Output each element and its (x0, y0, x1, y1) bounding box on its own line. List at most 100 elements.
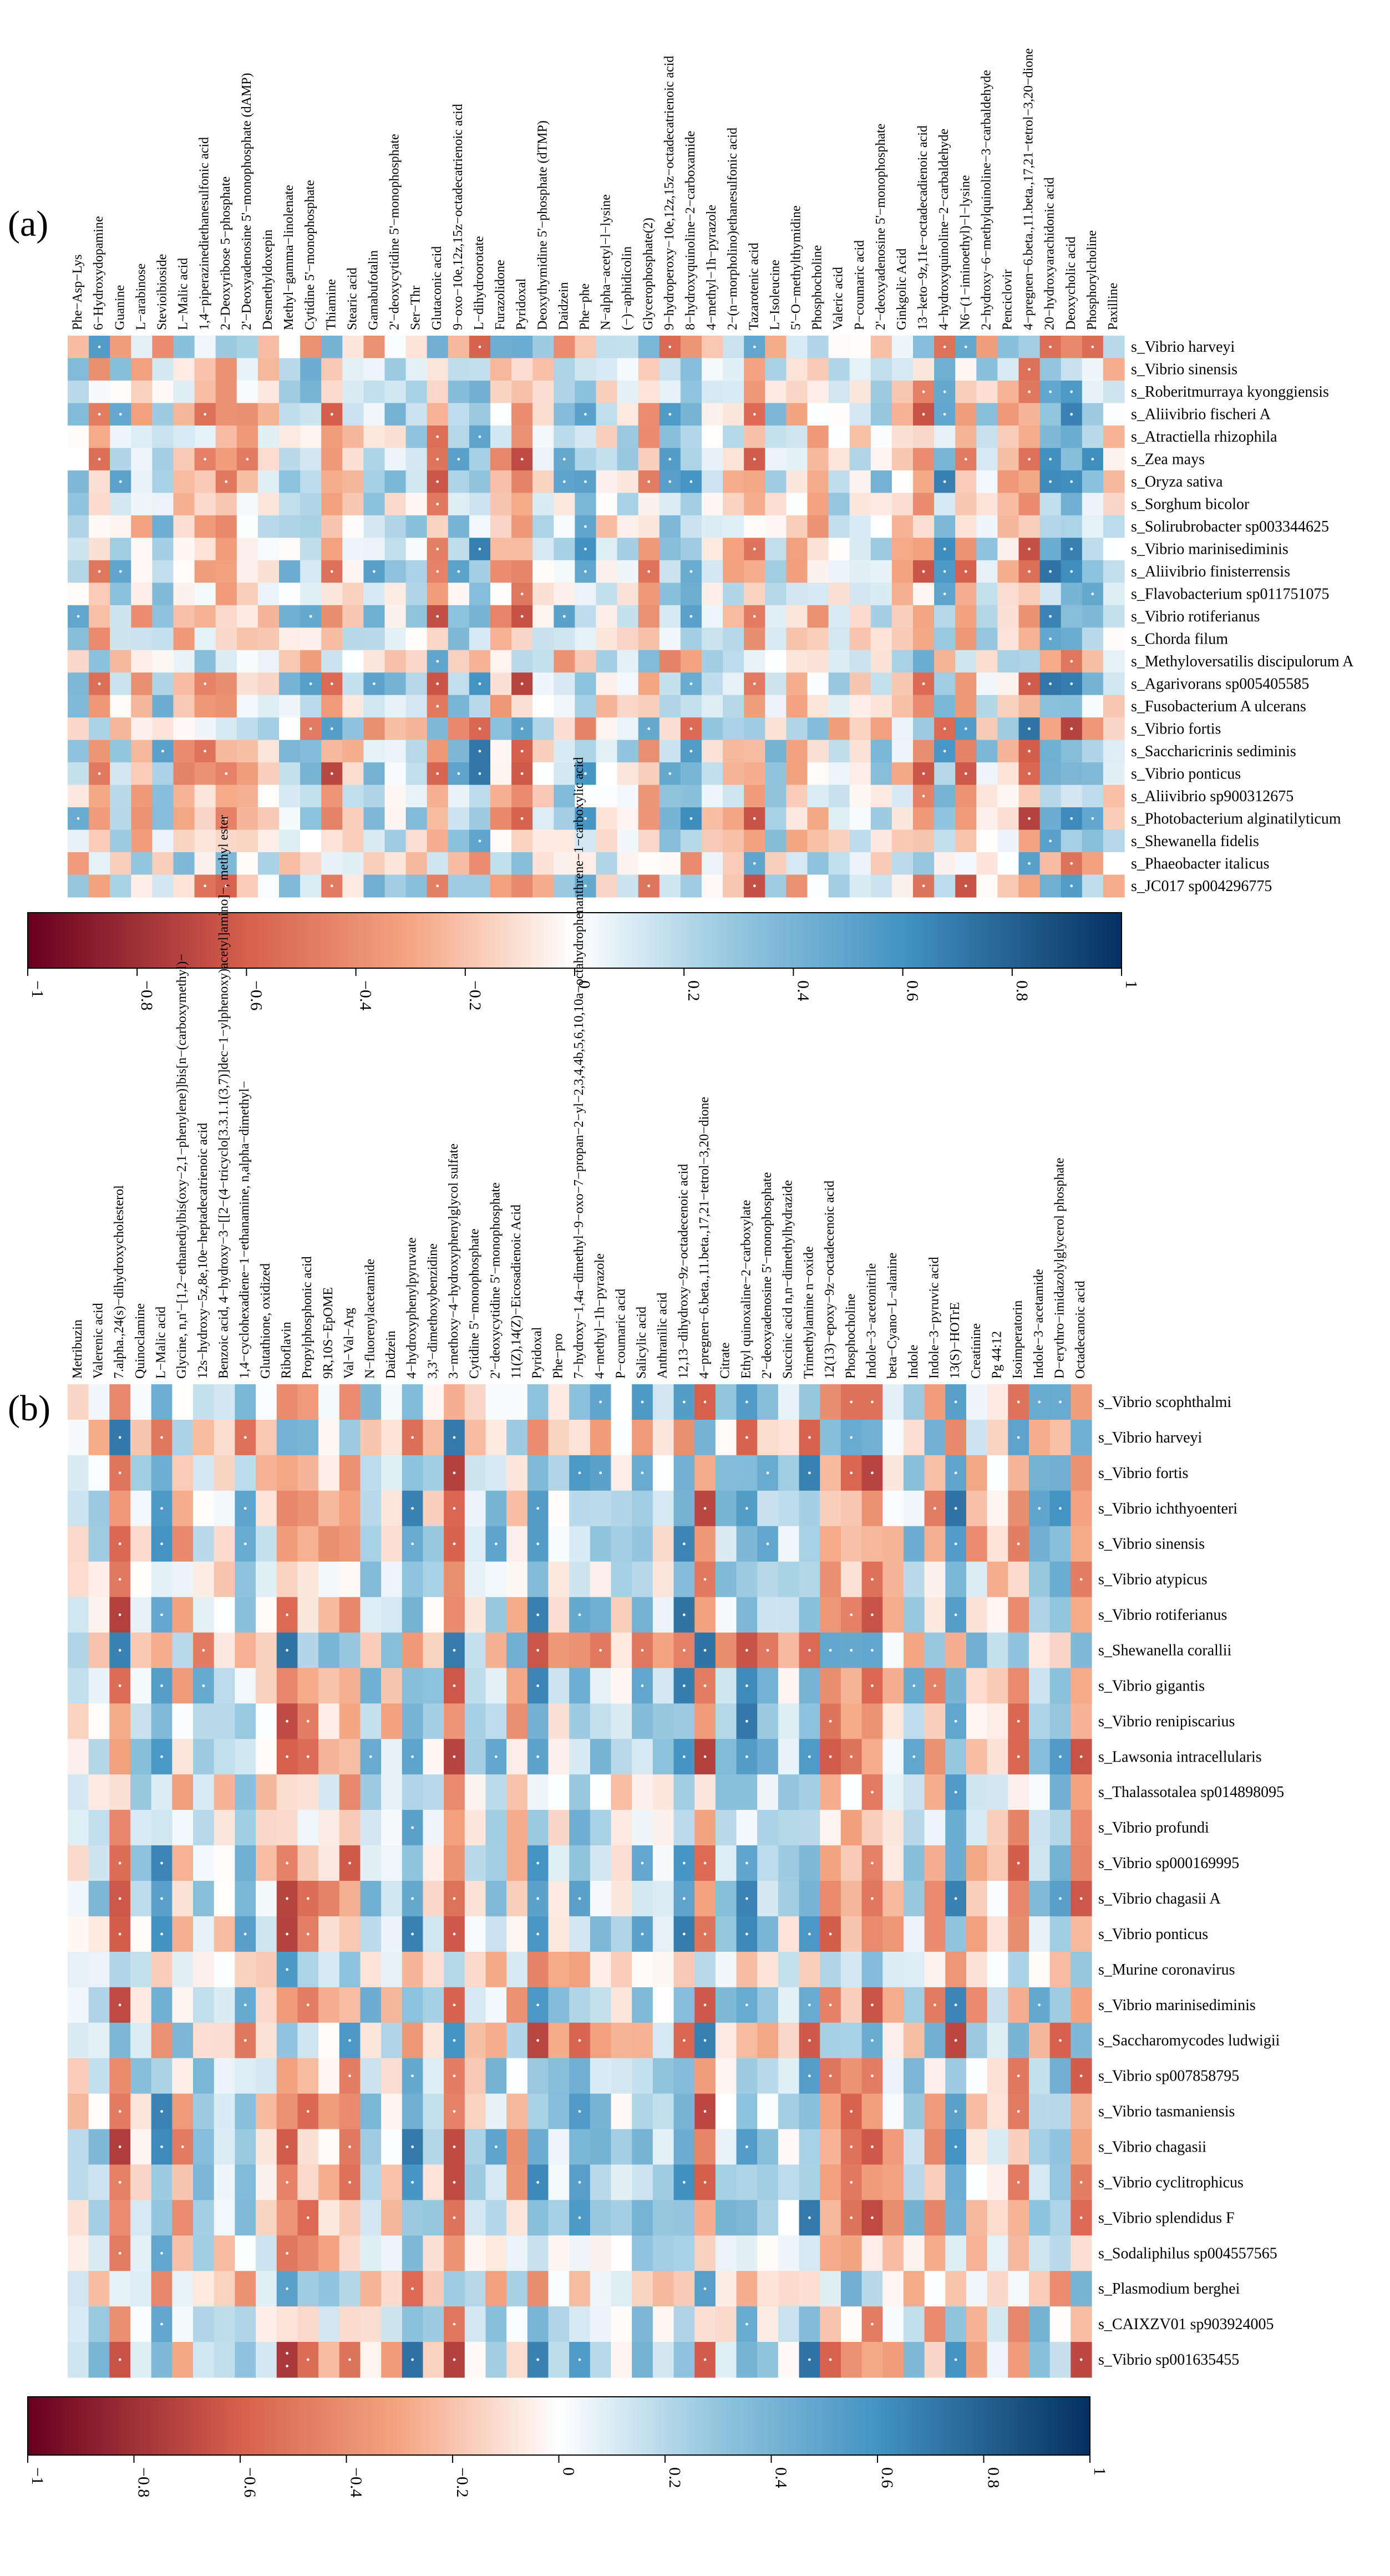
significance-mark (562, 458, 566, 461)
significance-mark (682, 1613, 686, 1616)
significance-mark (934, 2003, 936, 2007)
significance-mark (668, 772, 672, 775)
heatmap-cell (464, 1916, 486, 1952)
heatmap-cell (1018, 874, 1041, 898)
significance-mark (1079, 2216, 1083, 2219)
heatmap-cell (405, 695, 428, 718)
heatmap-cell (652, 1455, 674, 1491)
heatmap-cell (632, 1597, 653, 1633)
heatmap-cell (318, 2022, 340, 2059)
heatmap-cell (861, 1490, 883, 1527)
heatmap-cell (736, 1810, 758, 1846)
heatmap-cell (214, 1739, 235, 1775)
heatmap-cell (235, 2306, 256, 2342)
heatmap-cell (131, 852, 153, 875)
heatmap-cell (506, 2306, 528, 2342)
heatmap-cell (130, 1561, 152, 1598)
heatmap-cell (318, 2164, 340, 2200)
heatmap-cell (924, 2306, 946, 2342)
significance-mark (436, 705, 439, 708)
heatmap-cell (820, 1455, 841, 1491)
heatmap-cell (955, 807, 977, 831)
heatmap-cell (715, 1810, 737, 1846)
heatmap-cell (569, 2271, 591, 2307)
heatmap-cell (924, 1384, 946, 1420)
heatmap-cell (882, 1703, 904, 1739)
heatmap-cell (1008, 1455, 1029, 1491)
heatmap-cell (966, 1668, 988, 1704)
heatmap-cell (405, 762, 428, 786)
heatmap-cell (490, 740, 512, 763)
heatmap-cell (590, 1419, 612, 1456)
heatmap-cell (506, 2342, 528, 2378)
heatmap-cell (363, 717, 385, 741)
heatmap-cell (828, 627, 850, 651)
heatmap-cell (257, 605, 280, 628)
heatmap-cell (427, 380, 449, 404)
significance-mark (829, 1649, 832, 1652)
significance-mark (160, 1932, 163, 1936)
significance-mark (689, 480, 693, 483)
heatmap-cell (339, 1455, 361, 1491)
column-label: Penciclovir (1000, 270, 1014, 330)
heatmap-cell (913, 829, 935, 853)
heatmap-cell (548, 1561, 570, 1598)
heatmap-cell (778, 1951, 800, 1988)
heatmap-cell (765, 336, 787, 359)
heatmap-cell (715, 1419, 737, 1456)
significance-mark (668, 345, 672, 348)
heatmap-cell (464, 2058, 486, 2094)
heatmap-cell (828, 403, 850, 426)
significance-mark (536, 1861, 540, 1865)
heatmap-cell (765, 695, 787, 718)
heatmap-cell (891, 380, 914, 404)
heatmap-cell (318, 2200, 340, 2236)
heatmap-cell (423, 2200, 444, 2236)
significance-mark (682, 1932, 686, 1936)
heatmap-cell (786, 583, 808, 606)
heatmap-cell (632, 1526, 653, 1562)
heatmap-cell (997, 695, 1019, 718)
heatmap-cell (131, 807, 153, 831)
heatmap-cell (882, 1526, 904, 1562)
heatmap-cell (903, 2093, 925, 2130)
heatmap-cell (913, 852, 935, 875)
column-label: Trimethylamine n−oxide (801, 1246, 816, 1379)
heatmap-cell (778, 1384, 800, 1420)
heatmap-cell (130, 1951, 152, 1988)
heatmap-cell (469, 785, 491, 808)
significance-mark (829, 2074, 832, 2078)
heatmap-cell (799, 1384, 820, 1420)
heatmap-cell (318, 2235, 340, 2271)
heatmap-cell (339, 2093, 361, 2130)
heatmap-cell (151, 2164, 173, 2200)
heatmap-cell (152, 672, 174, 696)
heatmap-cell (673, 1774, 695, 1810)
heatmap-cell (1082, 695, 1104, 718)
heatmap-cell (997, 807, 1019, 831)
heatmap-cell (88, 1703, 110, 1739)
heatmap-cell (300, 515, 322, 538)
row-label: s_Fusobacterium A ulcerans (1131, 698, 1306, 715)
heatmap-cell (590, 2342, 612, 2378)
heatmap-cell (1071, 1987, 1092, 2023)
heatmap-cell (506, 1810, 528, 1846)
heatmap-cell (652, 2129, 674, 2165)
significance-mark (871, 1861, 874, 1865)
heatmap-cell (215, 515, 237, 538)
heatmap-cell (68, 470, 89, 493)
heatmap-cell (527, 2271, 549, 2307)
significance-mark (808, 1649, 811, 1652)
heatmap-cell (405, 336, 428, 359)
heatmap-cell (152, 874, 174, 898)
heatmap-cell (987, 1881, 1008, 1917)
heatmap-cell (945, 1845, 967, 1881)
heatmap-cell (807, 807, 829, 831)
heatmap-cell (1049, 1810, 1071, 1846)
heatmap-cell (828, 605, 850, 628)
heatmap-cell (820, 2093, 841, 2130)
heatmap-cell (891, 874, 914, 898)
heatmap-cell (966, 2164, 988, 2200)
heatmap-cell (778, 1739, 800, 1775)
heatmap-cell (318, 1597, 340, 1633)
